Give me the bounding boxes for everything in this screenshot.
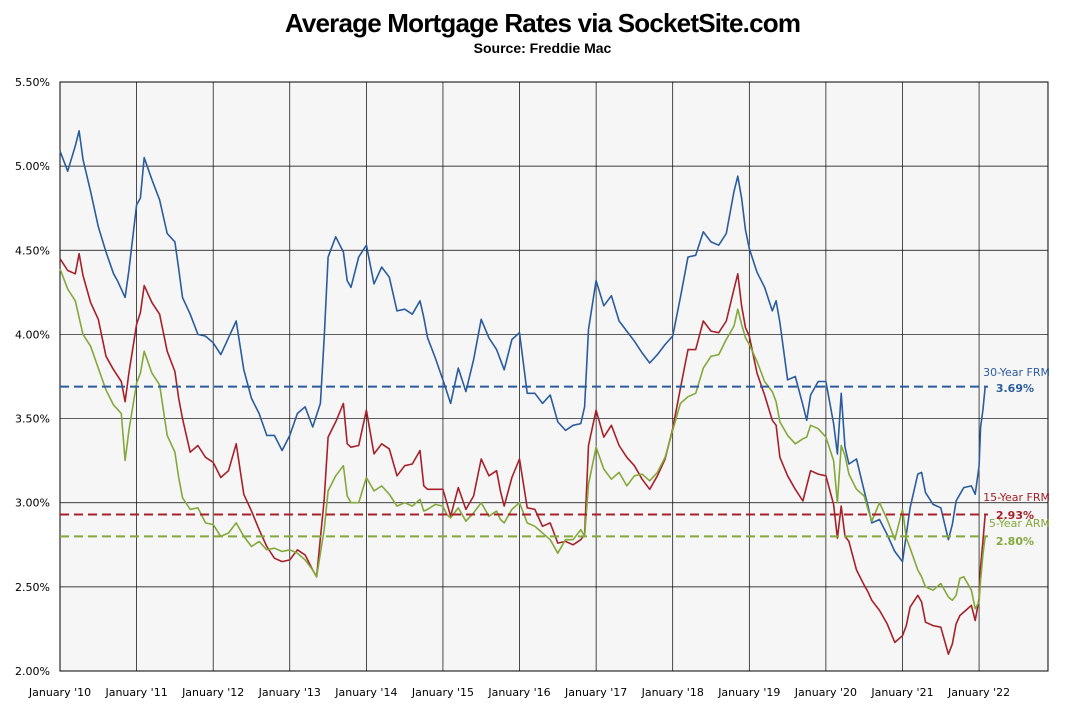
x-tick-label: January '16 — [487, 686, 550, 699]
chart-title: Average Mortgage Rates via SocketSite.co… — [284, 8, 801, 38]
grid-lines — [60, 82, 1048, 671]
plot-area — [59, 81, 1049, 672]
y-tick-label: 4.00% — [15, 328, 50, 341]
x-tick-label: January '11 — [104, 686, 167, 699]
current-value-30-year-frm: 3.69% — [996, 382, 1034, 395]
y-tick-label: 4.50% — [15, 244, 50, 257]
series-label-30-year-frm: 30-Year FRM — [983, 366, 1050, 379]
series-label-5-year-arm: 5-Year ARM — [989, 517, 1050, 530]
x-tick-label: January '17 — [564, 686, 627, 699]
x-tick-label: January '20 — [794, 686, 857, 699]
y-tick-label: 2.00% — [15, 665, 50, 678]
current-value-15-year-frm: 2.93% — [996, 509, 1034, 522]
y-tick-label: 5.50% — [15, 76, 50, 89]
x-tick-label: January '21 — [870, 686, 933, 699]
x-tick-label: January '14 — [334, 686, 397, 699]
x-tick-label: January '13 — [258, 686, 321, 699]
series-label-15-year-frm: 15-Year FRM — [983, 491, 1050, 504]
series-line-30-year-frm — [59, 130, 986, 563]
x-tick-label: January '10 — [28, 686, 91, 699]
x-tick-label: January '15 — [411, 686, 474, 699]
x-tick-label: January '22 — [947, 686, 1010, 699]
x-axis-ticks: January '10 January '11 January '12 January… — [28, 686, 1010, 699]
series-lines — [59, 130, 986, 655]
x-tick-label: January '12 — [181, 686, 244, 699]
current-value-5-year-arm: 2.80% — [996, 535, 1034, 548]
y-tick-label: 3.50% — [15, 413, 50, 426]
series-line-5-year-arm — [59, 268, 986, 610]
current-rate-lines: 30-Year FRM 3.69% 15-Year FRM 2.93%5-Year A… — [60, 366, 1050, 548]
x-tick-label: January '19 — [717, 686, 780, 699]
y-tick-label: 3.00% — [15, 497, 50, 510]
chart-subtitle: Source: Freddie Mac — [473, 40, 612, 56]
y-tick-label: 2.50% — [15, 581, 50, 594]
x-tick-label: January '18 — [641, 686, 704, 699]
y-axis-ticks: 5.50% 5.00% 4.50% 4.00% 3.50% 3.00% 2.50% 2.00% — [15, 76, 50, 678]
series-line-15-year-frm — [59, 252, 986, 655]
y-tick-label: 5.00% — [15, 160, 50, 173]
